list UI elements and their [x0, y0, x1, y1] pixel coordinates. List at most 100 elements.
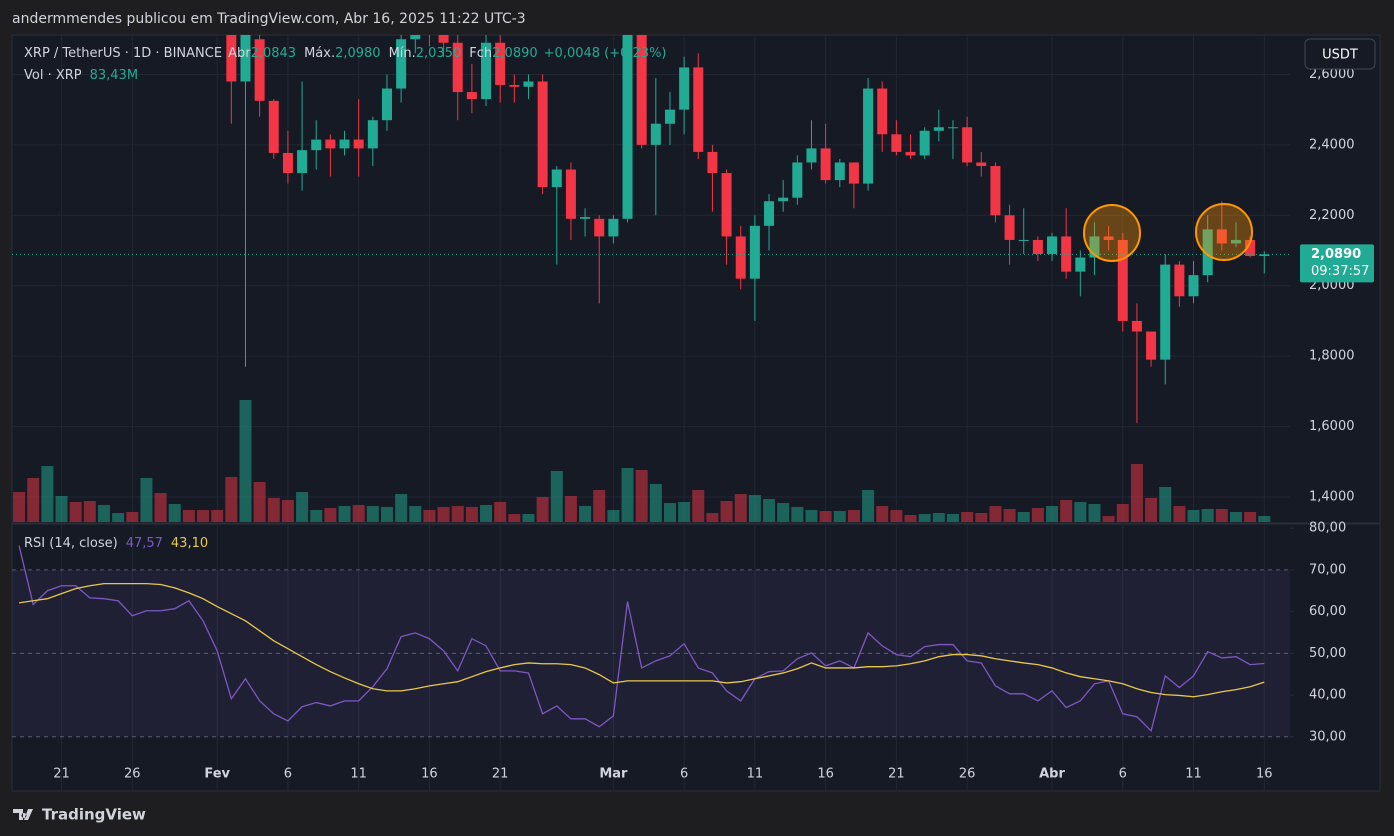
last-price-box — [1300, 244, 1374, 283]
candle-body — [848, 162, 859, 184]
candle-body — [537, 81, 548, 188]
candle-body — [1061, 236, 1072, 272]
candle-body — [268, 100, 279, 153]
candle-body — [353, 139, 364, 149]
candle-body — [523, 81, 534, 87]
candle-body — [1089, 236, 1100, 258]
volume-bar — [522, 514, 535, 522]
x-tick-label: 16 — [421, 767, 438, 782]
candle-body — [580, 217, 591, 219]
ohlc-value: 2,0890 — [492, 46, 538, 61]
volume-bar — [366, 506, 379, 522]
candle-body — [1245, 239, 1256, 257]
candle-layer — [12, 35, 1290, 424]
rsi-pane — [12, 545, 1290, 738]
candle-body — [1131, 320, 1142, 332]
highlight-circle — [1083, 204, 1141, 262]
volume-bar — [932, 513, 945, 522]
volume-bar — [536, 496, 549, 522]
volume-bar — [989, 506, 1002, 522]
x-tick-label: 6 — [680, 767, 688, 782]
volume-bar — [579, 506, 592, 522]
candle-body — [254, 39, 265, 101]
volume-bar — [211, 509, 224, 522]
volume-bar — [890, 509, 903, 522]
volume-bar — [862, 489, 875, 522]
rsi-legend: RSI (14, close) 47,57 43,10 — [24, 536, 208, 551]
candle-body — [381, 88, 392, 121]
volume-bar — [734, 494, 747, 522]
volume-bar — [83, 500, 96, 522]
logo-icon — [13, 809, 33, 820]
volume-bar — [338, 506, 351, 522]
volume-bar — [918, 514, 931, 522]
volume-bar — [819, 510, 832, 522]
volume-legend: Vol · XRP 83,43M — [24, 68, 138, 83]
candle-body — [325, 139, 336, 149]
x-tick-label: 16 — [1256, 767, 1273, 782]
candle-body — [735, 236, 746, 279]
candle-body — [240, 35, 251, 82]
volume-bar — [564, 496, 577, 522]
volume-bar — [296, 492, 309, 522]
volume-bar — [904, 515, 917, 522]
volume-bar — [55, 496, 68, 522]
volume-bar — [310, 509, 323, 522]
candle-body — [863, 88, 874, 184]
rsi-value: 47,57 — [126, 536, 163, 551]
currency[interactable]: USDT — [1322, 48, 1358, 63]
volume-bar — [607, 509, 620, 522]
volume-bar — [1116, 504, 1129, 522]
volume-bar — [380, 506, 393, 522]
volume-bar — [720, 500, 733, 522]
volume-bar — [1187, 509, 1200, 522]
candle-body — [1230, 239, 1241, 244]
volume-bar — [1201, 508, 1214, 522]
rsi-band — [12, 569, 1290, 737]
candle-body — [1259, 254, 1270, 257]
candle-body — [650, 123, 661, 145]
candle-body — [1146, 331, 1157, 360]
candle-body — [452, 42, 463, 93]
candle-body — [282, 152, 293, 174]
candle-body — [481, 42, 492, 100]
volume-bar — [1244, 512, 1257, 522]
x-tick-label: 11 — [1185, 767, 1202, 782]
y-tick-label: 2,2000 — [1309, 208, 1355, 223]
volume-bar — [1003, 508, 1016, 522]
volume-bar — [168, 504, 181, 522]
candle-body — [636, 35, 647, 145]
volume-bar — [706, 513, 719, 522]
volume-bar — [805, 509, 818, 522]
candle-body — [509, 85, 520, 87]
volume-bar — [975, 513, 988, 522]
volume-bar — [126, 512, 139, 522]
candle-body — [466, 92, 477, 100]
currency-button-frame[interactable] — [1304, 38, 1376, 70]
rsi-name: RSI (14, close) — [24, 536, 118, 551]
volume-bar — [239, 400, 252, 522]
volume-bar — [197, 509, 210, 522]
volume-bar — [777, 503, 790, 522]
volume-bar — [267, 497, 280, 522]
y-tick-label: 30,00 — [1309, 729, 1346, 744]
x-tick-label: 21 — [53, 767, 70, 782]
candle-body — [1202, 229, 1213, 276]
candle-body — [1160, 264, 1171, 360]
candle-body — [792, 162, 803, 198]
volume-bar — [451, 506, 464, 522]
volume-bar — [1173, 506, 1186, 522]
candle-body — [551, 169, 562, 188]
volume-bar — [1229, 512, 1242, 522]
x-tick-label: 11 — [350, 767, 367, 782]
currency-button[interactable]: USDT — [1304, 38, 1376, 70]
candle-body — [778, 197, 789, 202]
candle-body — [1004, 215, 1015, 240]
volume-bar — [27, 477, 40, 522]
y-tick-label: 50,00 — [1309, 646, 1346, 661]
volume-bar — [281, 499, 294, 522]
candle-body — [495, 42, 506, 86]
volume-bar — [692, 489, 705, 522]
candle-body — [1117, 239, 1128, 321]
